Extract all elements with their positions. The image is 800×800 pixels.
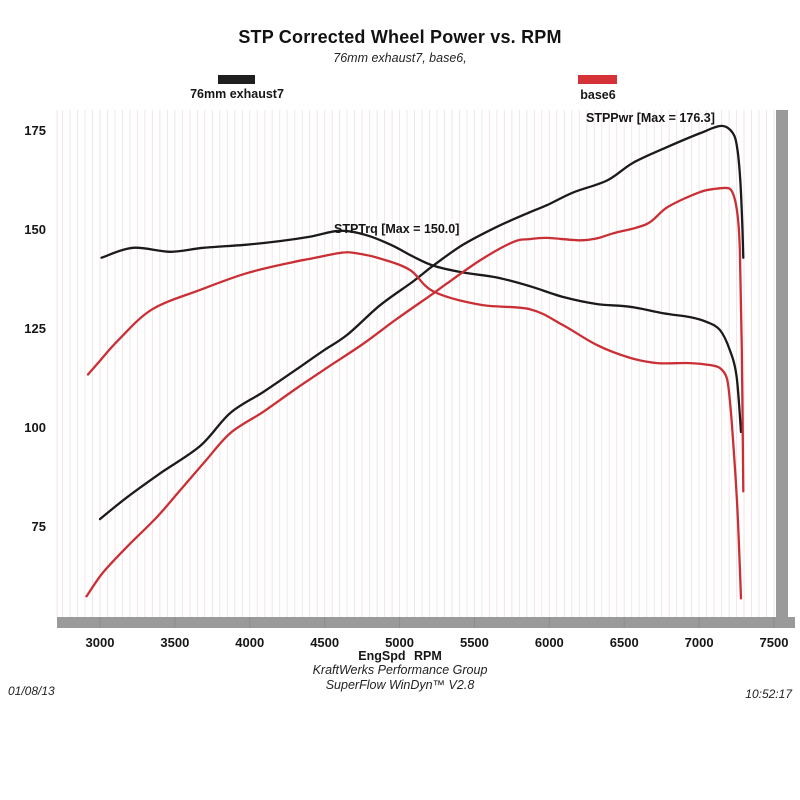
legend-swatch-base6: [578, 75, 617, 84]
chart-subtitle: 76mm exhaust7, base6,: [333, 51, 467, 65]
x-tick-label-4500: 4500: [310, 635, 340, 650]
print-date: 01/08/13: [8, 684, 55, 698]
x-tick-label-4000: 4000: [235, 635, 265, 650]
curve-base6-stppwr: [85, 186, 745, 598]
x-tick-label-5000: 5000: [385, 635, 414, 650]
x-tick-label-6500: 6500: [609, 635, 639, 650]
curve-base6-stptrq: [86, 251, 743, 600]
footer-company: KraftWerks Performance Group: [312, 663, 488, 677]
chart-title: STP Corrected Wheel Power vs. RPM: [238, 27, 562, 47]
y-tick-label-100: 100: [24, 420, 46, 435]
axis-frame-right-bar: [776, 110, 788, 628]
legend-label-76mm-exhaust7: 76mm exhaust7: [190, 87, 284, 101]
x-tick-label-6000: 6000: [534, 635, 564, 650]
bottom-bar-tick-separators: [99, 617, 775, 628]
legend-label-base6: base6: [580, 88, 616, 102]
y-tick-label-75: 75: [31, 519, 46, 534]
footer-software: SuperFlow WinDyn™ V2.8: [325, 678, 475, 692]
curve-76mm-exhaust7-stppwr: [98, 124, 745, 521]
print-time: 10:52:17: [745, 687, 792, 701]
x-tick-label-5500: 5500: [459, 635, 489, 650]
x-tick-label-7000: 7000: [684, 635, 714, 650]
x-axis-title: EngSpd RPM: [358, 649, 442, 663]
legend-swatch-76mm-exhaust7: [218, 75, 255, 84]
y-tick-label-175: 175: [24, 123, 46, 138]
axis-frame-bottom-bar: [57, 617, 795, 628]
annotation-stppwr-max: STPPwr [Max = 176.3]: [586, 111, 715, 125]
y-tick-label-150: 150: [24, 222, 46, 237]
x-tick-label-7500: 7500: [759, 635, 789, 650]
x-tick-label-3500: 3500: [160, 635, 190, 650]
annotation-stptrq-max: STPTrq [Max = 150.0]: [334, 222, 460, 236]
x-tick-label-3000: 3000: [85, 635, 115, 650]
y-tick-label-125: 125: [24, 321, 46, 336]
